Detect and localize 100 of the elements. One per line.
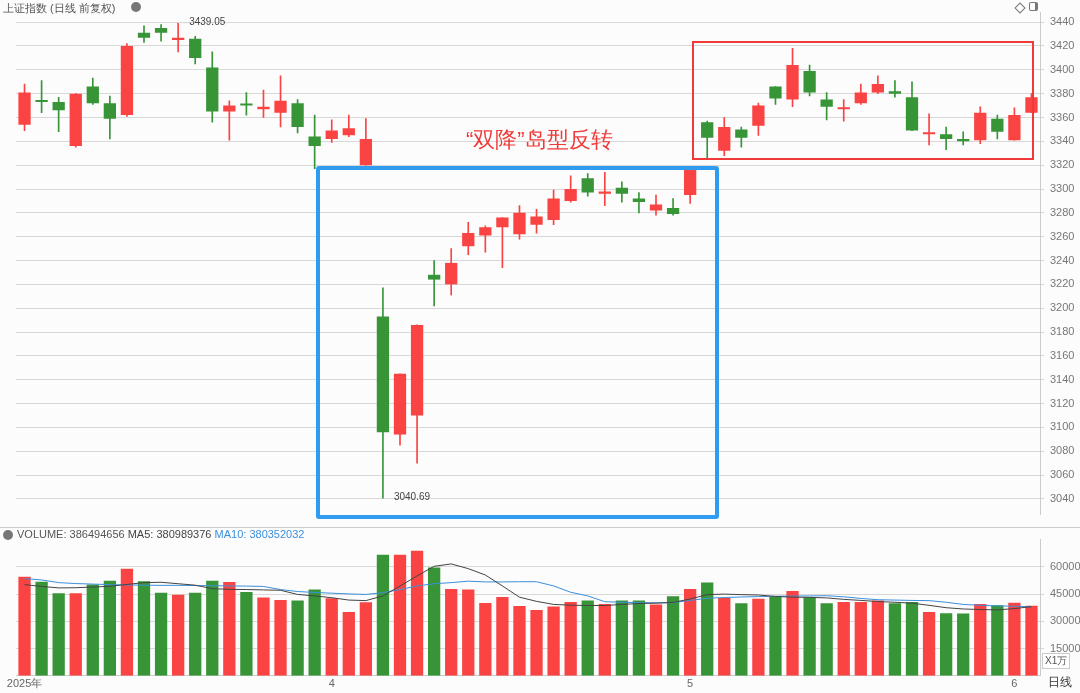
bar: [496, 596, 509, 676]
bar: [769, 596, 782, 676]
y-tick-label: 15000: [1050, 641, 1080, 654]
bar: [342, 611, 355, 676]
bar: [257, 597, 270, 676]
bar: [359, 602, 373, 676]
y-tick-label: 3260: [1050, 229, 1075, 242]
bar: [854, 601, 867, 676]
bar: [223, 581, 236, 676]
annotation: 3439.05: [188, 16, 226, 28]
y-tick-label: 45000: [1050, 587, 1080, 600]
bar: [649, 604, 663, 676]
y-tick-label: 3160: [1050, 348, 1075, 361]
bar: [479, 602, 492, 676]
candlestick: [922, 113, 936, 146]
bar: [888, 603, 902, 676]
bar: [52, 593, 65, 676]
candlestick: [137, 25, 151, 43]
bar: [18, 576, 31, 676]
bar: [240, 592, 253, 676]
bar: [171, 594, 185, 676]
bar: [957, 613, 970, 676]
candlestick: [888, 80, 902, 98]
bar: [445, 589, 458, 676]
x-tick-label: 6: [1011, 677, 1018, 690]
bar: [871, 600, 885, 676]
bar: [427, 567, 441, 676]
y-tick-label: 3340: [1050, 134, 1075, 147]
x-tick-label: 5: [687, 677, 694, 690]
bar: [291, 600, 304, 676]
bar: [1025, 605, 1038, 676]
chart-title: 上证指数 (日线 前复权): [3, 1, 116, 16]
bar: [120, 568, 134, 676]
bar: [325, 598, 338, 676]
bar: [35, 581, 48, 676]
bar: [701, 582, 714, 676]
bar: [154, 592, 168, 676]
bar: [274, 599, 287, 676]
text: 日线: [1048, 674, 1072, 691]
annotation: “双降”岛型反转: [466, 126, 613, 154]
text: MA5: 380989376: [127, 528, 213, 540]
bar: [922, 612, 936, 676]
bar: [803, 597, 816, 676]
bar: [786, 590, 799, 676]
candlestick: [598, 171, 611, 207]
bar: [837, 601, 850, 676]
y-tick-label: 3380: [1050, 86, 1075, 99]
candlestick: [837, 99, 850, 122]
y-tick-label: 3280: [1050, 205, 1075, 218]
y-tick-label: 3320: [1050, 158, 1075, 171]
bar: [974, 603, 987, 676]
y-tick-label: 3400: [1050, 62, 1075, 75]
bar: [820, 603, 833, 676]
y-tick-label: 30000: [1050, 614, 1080, 627]
bar: [598, 603, 611, 676]
bar: [939, 613, 953, 676]
bar: [206, 580, 219, 676]
bar: [189, 592, 202, 676]
annotation: 3040.69: [392, 491, 431, 503]
y-tick-label: 3060: [1050, 468, 1075, 481]
y-axis-title: X1万: [1042, 653, 1071, 669]
bar: [735, 603, 748, 676]
bar: [86, 584, 99, 676]
y-tick-label: 3140: [1050, 372, 1075, 385]
bar: [530, 610, 543, 676]
bar: [69, 593, 82, 676]
bar: [513, 605, 526, 676]
bar: [410, 550, 424, 676]
y-tick-label: 3220: [1050, 277, 1075, 290]
bar: [666, 596, 680, 676]
bar: [718, 597, 731, 676]
bar: [376, 554, 390, 676]
bar: [752, 598, 765, 676]
y-tick-label: 3120: [1050, 396, 1075, 409]
y-tick-label: 3100: [1050, 420, 1075, 433]
y-tick-label: 3360: [1050, 110, 1075, 123]
y-tick-label: 3040: [1050, 491, 1075, 504]
bar: [547, 606, 560, 676]
bar: [905, 601, 919, 676]
bar: [615, 600, 629, 676]
y-tick-label: 3440: [1050, 15, 1075, 28]
candlestick: [154, 24, 168, 42]
y-tick-label: 3420: [1050, 39, 1075, 52]
y-tick-label: 3200: [1050, 301, 1075, 314]
text: MA10: 380352032: [214, 528, 305, 540]
bar: [564, 602, 577, 676]
y-tick-label: 60000: [1050, 559, 1080, 572]
bar: [393, 554, 407, 676]
candlestick: [427, 260, 441, 307]
bar: [683, 589, 697, 676]
y-tick-label: 3300: [1050, 182, 1075, 195]
bar: [991, 605, 1004, 676]
bar: [103, 580, 117, 676]
bar: [1008, 602, 1021, 676]
chart-title: VOLUME: 386494656: [17, 528, 126, 540]
bar: [308, 589, 321, 676]
bar: [632, 600, 646, 676]
bar: [137, 581, 151, 676]
x-tick-label: 2025年: [6, 677, 43, 690]
y-tick-label: 3180: [1050, 325, 1075, 338]
